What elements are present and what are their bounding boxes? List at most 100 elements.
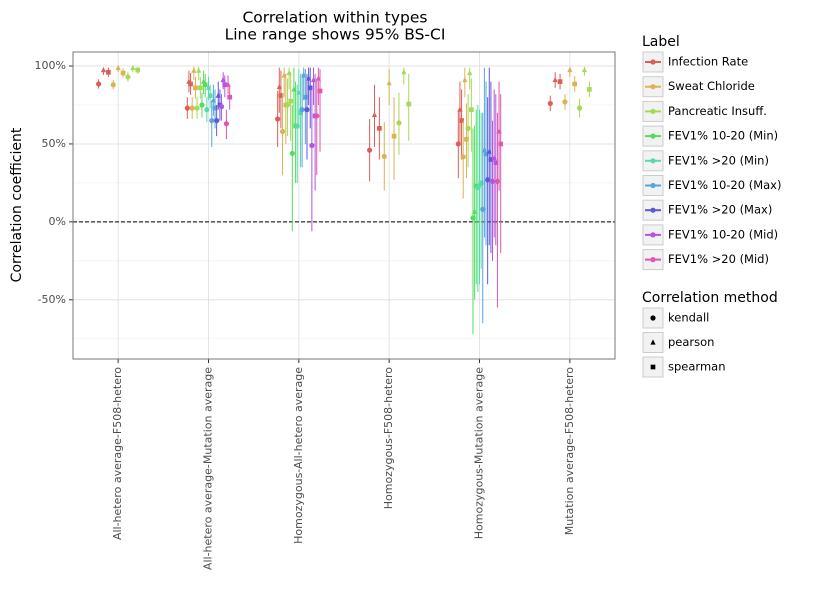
point xyxy=(207,93,213,98)
point xyxy=(188,81,193,87)
legend-label: pearson xyxy=(668,335,714,349)
point xyxy=(650,315,656,321)
point xyxy=(106,69,111,75)
legend-title: Label xyxy=(642,34,680,50)
point xyxy=(557,79,563,84)
legend-label: kendall xyxy=(668,311,709,325)
point xyxy=(193,85,198,91)
point xyxy=(278,93,284,98)
x-tick-label: All-hetero average-F508-hetero xyxy=(111,367,124,540)
point xyxy=(581,66,588,73)
point xyxy=(572,81,578,87)
point xyxy=(227,94,233,100)
point xyxy=(396,120,402,126)
point xyxy=(381,153,387,160)
legend-dot xyxy=(650,182,656,189)
legend-label: FEV1% 10-20 (Mid) xyxy=(668,227,778,241)
x-tick-label: Homozygous-Mutation average xyxy=(473,367,486,539)
point xyxy=(298,110,303,116)
point xyxy=(130,64,136,71)
legend-dot xyxy=(650,232,656,238)
point xyxy=(284,102,291,108)
legend-label: Infection Rate xyxy=(668,55,748,69)
chart-title: Correlation within types xyxy=(242,9,427,27)
point xyxy=(401,69,407,75)
point xyxy=(406,101,412,107)
point xyxy=(212,105,218,111)
legend-label: Sweat Chloride xyxy=(668,79,755,93)
point xyxy=(309,142,315,149)
x-tick-label: Homozygous-All-hetero average xyxy=(292,367,305,544)
point xyxy=(303,94,308,100)
point xyxy=(198,85,203,91)
point xyxy=(386,80,392,86)
legend-dot xyxy=(650,108,656,114)
legend-label: FEV1% 10-20 (Min) xyxy=(668,129,778,143)
point xyxy=(391,133,397,139)
plot-panel xyxy=(73,52,615,359)
point xyxy=(196,67,202,73)
point xyxy=(115,64,121,71)
point xyxy=(552,76,558,83)
legend-label: FEV1% >20 (Min) xyxy=(668,153,769,167)
x-tick-label: Homozygous-F508-hetero xyxy=(382,367,395,510)
point xyxy=(314,113,320,119)
legend-title: Correlation method xyxy=(642,290,778,306)
point xyxy=(214,117,220,124)
point xyxy=(189,105,195,111)
y-tick-label: -50% xyxy=(38,293,66,306)
legend-dot xyxy=(650,59,656,65)
point xyxy=(184,105,190,111)
legend-dot xyxy=(650,207,656,213)
point xyxy=(587,87,592,92)
point xyxy=(218,103,225,110)
point xyxy=(498,141,504,147)
point xyxy=(191,67,197,73)
point xyxy=(204,107,210,113)
point xyxy=(650,364,656,370)
point xyxy=(307,85,313,91)
legend-label: Pancreatic Insuff. xyxy=(668,104,767,118)
y-tick-label: 0% xyxy=(49,215,66,228)
point xyxy=(209,117,215,124)
point xyxy=(299,107,305,113)
point xyxy=(465,125,471,131)
point xyxy=(377,126,382,131)
legend-label: FEV1% 10-20 (Max) xyxy=(668,178,781,192)
point xyxy=(577,105,583,111)
point xyxy=(459,118,464,123)
legend-dot xyxy=(650,133,656,139)
point xyxy=(567,66,573,73)
point xyxy=(223,121,230,127)
y-axis-label: Correlation coefficient xyxy=(9,127,25,282)
point xyxy=(100,66,107,73)
x-tick-label: Mutation average-F508-hetero xyxy=(563,367,576,535)
point xyxy=(467,69,473,76)
point xyxy=(288,98,294,104)
point xyxy=(202,82,208,88)
point xyxy=(547,100,553,107)
legend-dot xyxy=(650,257,656,263)
point xyxy=(462,76,468,83)
point xyxy=(493,160,499,165)
point xyxy=(562,99,568,105)
point xyxy=(279,128,286,135)
point xyxy=(478,180,484,186)
point xyxy=(367,147,373,153)
y-tick-label: 100% xyxy=(35,59,66,72)
legend-dot xyxy=(650,158,656,164)
point xyxy=(317,88,323,94)
point xyxy=(222,82,228,88)
point xyxy=(460,154,466,160)
point xyxy=(488,157,494,162)
point xyxy=(110,82,116,88)
point xyxy=(483,151,489,157)
point xyxy=(304,107,310,113)
panel-border xyxy=(72,51,616,360)
legend-dot xyxy=(650,84,656,90)
legend-label: spearman xyxy=(668,360,725,374)
point xyxy=(199,102,205,108)
point xyxy=(464,136,469,142)
legend-label: FEV1% >20 (Mid) xyxy=(668,252,769,266)
